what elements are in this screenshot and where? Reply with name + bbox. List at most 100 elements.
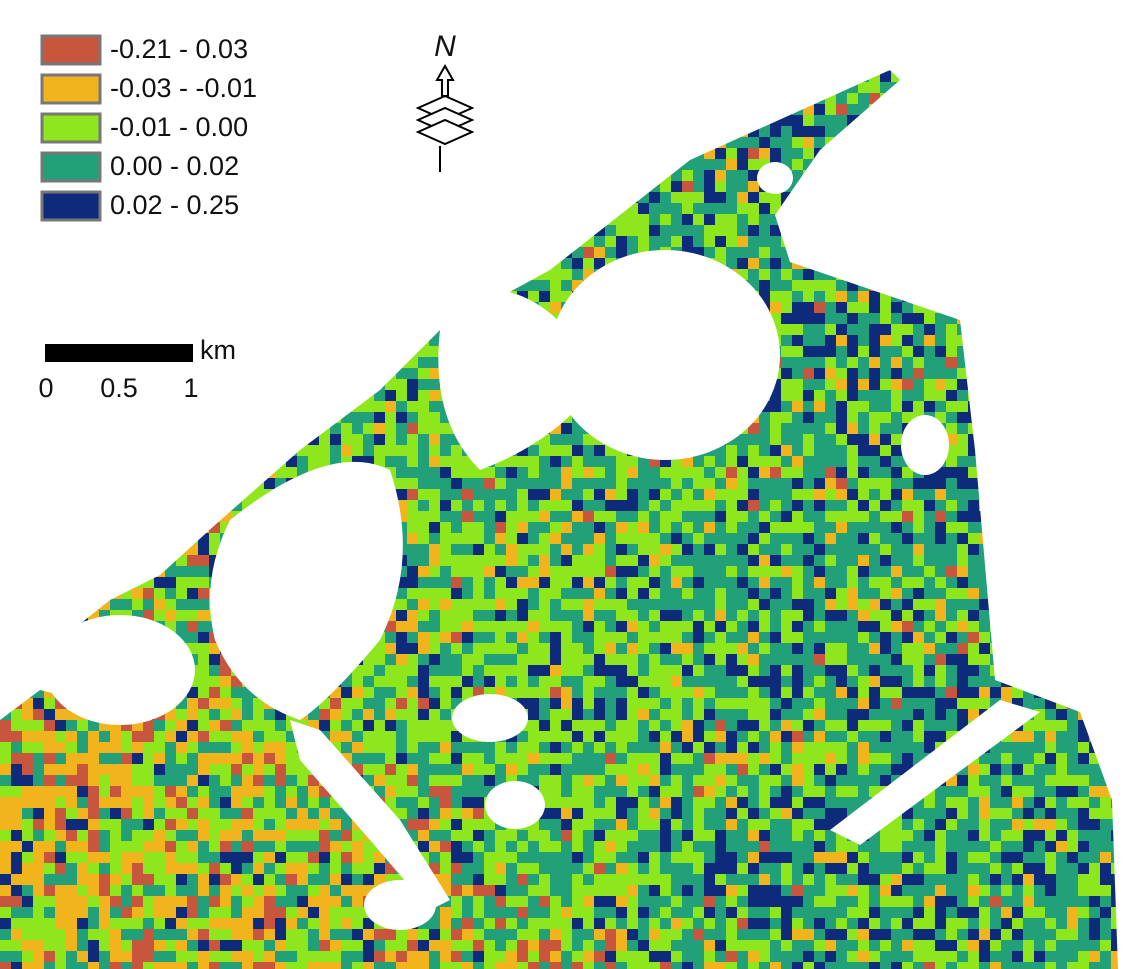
raster-cell	[165, 566, 176, 577]
raster-cell	[231, 467, 242, 478]
raster-cell	[407, 335, 418, 346]
raster-cell	[165, 247, 176, 258]
raster-cell	[814, 93, 825, 104]
raster-cell	[814, 335, 825, 346]
raster-cell	[66, 280, 77, 291]
raster-cell	[88, 258, 99, 269]
raster-cell	[968, 104, 979, 115]
raster-cell	[924, 335, 935, 346]
raster-cell	[616, 214, 627, 225]
raster-cell	[11, 467, 22, 478]
raster-cell	[110, 577, 121, 588]
raster-cell	[1089, 181, 1100, 192]
raster-cell	[594, 500, 605, 511]
raster-cell	[1012, 522, 1023, 533]
raster-cell	[11, 104, 22, 115]
raster-cell	[440, 291, 451, 302]
raster-cell	[1001, 544, 1012, 555]
raster-cell	[1001, 390, 1012, 401]
raster-cell	[1012, 423, 1023, 434]
raster-cell	[605, 126, 616, 137]
raster-cell	[330, 324, 341, 335]
raster-cell	[22, 335, 33, 346]
raster-cell	[220, 302, 231, 313]
raster-cell	[847, 148, 858, 159]
raster-cell	[143, 412, 154, 423]
raster-cell	[693, 192, 704, 203]
raster-cell	[374, 137, 385, 148]
raster-cell	[869, 577, 880, 588]
raster-cell	[451, 225, 462, 236]
raster-cell	[594, 70, 605, 71]
raster-cell	[902, 522, 913, 533]
raster-cell	[792, 379, 803, 390]
raster-cell	[935, 148, 946, 159]
raster-cell	[484, 577, 495, 588]
raster-cell	[803, 181, 814, 192]
raster-cell	[858, 434, 869, 445]
raster-cell	[979, 544, 990, 555]
raster-cell	[308, 148, 319, 159]
raster-cell	[286, 104, 297, 115]
raster-cell	[891, 346, 902, 357]
raster-cell	[154, 456, 165, 467]
raster-cell	[473, 566, 484, 577]
raster-cell	[847, 137, 858, 148]
raster-cell	[319, 82, 330, 93]
raster-cell	[968, 566, 979, 577]
raster-cell	[0, 478, 11, 489]
raster-cell	[121, 511, 132, 522]
raster-cell	[0, 401, 11, 412]
raster-cell	[198, 456, 209, 467]
raster-cell	[847, 302, 858, 313]
raster-cell	[407, 247, 418, 258]
raster-cell	[660, 566, 671, 577]
raster-cell	[451, 489, 462, 500]
raster-cell	[1089, 533, 1100, 544]
raster-cell	[1023, 280, 1034, 291]
raster-cell	[561, 71, 572, 82]
raster-cell	[616, 126, 627, 137]
raster-cell	[385, 456, 396, 467]
raster-cell	[275, 70, 286, 71]
raster-cell	[473, 555, 484, 566]
raster-cell	[781, 82, 792, 93]
raster-cell	[451, 82, 462, 93]
raster-cell	[407, 478, 418, 489]
raster-cell	[990, 192, 1001, 203]
raster-cell	[638, 137, 649, 148]
raster-cell	[715, 445, 726, 456]
raster-cell	[77, 456, 88, 467]
raster-cell	[0, 566, 11, 577]
raster-cell	[1012, 324, 1023, 335]
raster-cell	[550, 478, 561, 489]
raster-cell	[704, 148, 715, 159]
raster-cell	[924, 225, 935, 236]
raster-cell	[484, 104, 495, 115]
raster-cell	[737, 533, 748, 544]
raster-cell	[77, 390, 88, 401]
raster-cell	[891, 93, 902, 104]
raster-cell	[759, 434, 770, 445]
raster-cell	[77, 302, 88, 313]
raster-cell	[1078, 324, 1089, 335]
raster-cell	[385, 159, 396, 170]
raster-cell	[121, 478, 132, 489]
raster-cell	[242, 357, 253, 368]
raster-cell	[253, 126, 264, 137]
raster-cell	[418, 533, 429, 544]
raster-cell	[1100, 313, 1111, 324]
raster-cell	[594, 511, 605, 522]
raster-cell	[594, 544, 605, 555]
raster-cell	[1045, 357, 1056, 368]
raster-cell	[209, 379, 220, 390]
raster-cell	[407, 93, 418, 104]
raster-cell	[1001, 280, 1012, 291]
raster-cell	[198, 390, 209, 401]
raster-cell	[374, 368, 385, 379]
raster-cell	[1012, 566, 1023, 577]
raster-cell	[77, 445, 88, 456]
raster-cell	[946, 71, 957, 82]
raster-cell	[429, 423, 440, 434]
raster-cell	[616, 478, 627, 489]
